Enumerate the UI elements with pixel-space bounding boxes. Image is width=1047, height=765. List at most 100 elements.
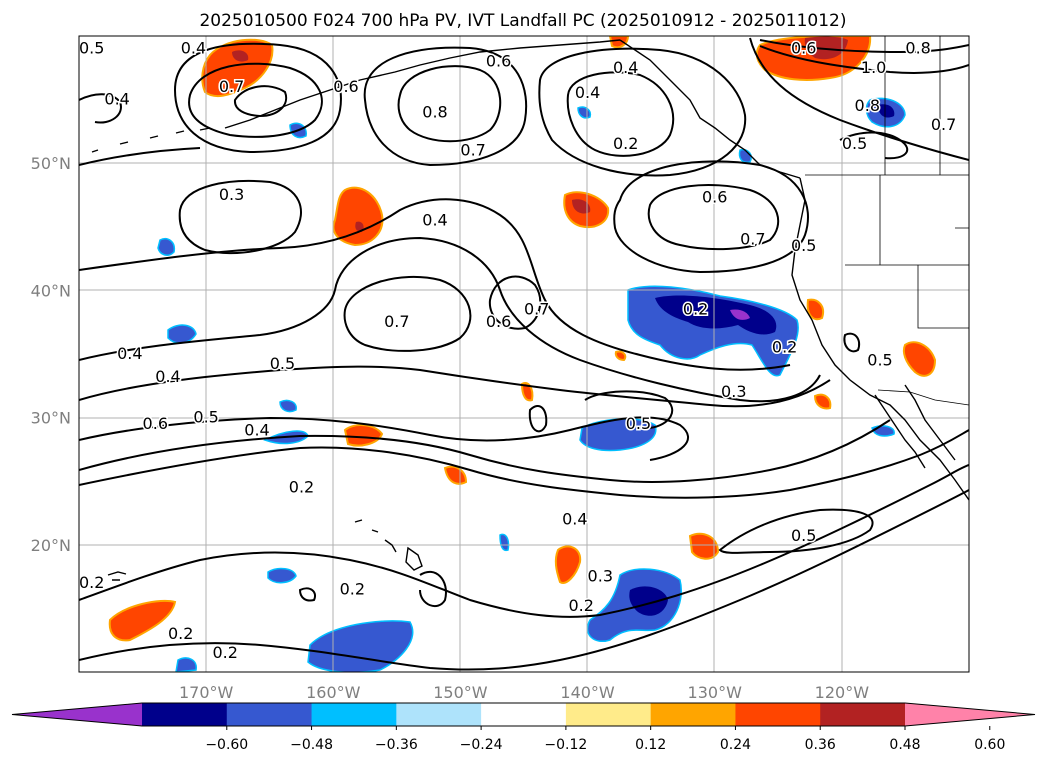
contour-label: 0.4	[244, 420, 269, 439]
contour-label: 0.2	[568, 596, 593, 615]
coastline-gulf-of-california	[904, 384, 956, 461]
contour-label: 0.6	[333, 77, 358, 96]
colorbar-tick-label: −0.36	[375, 737, 418, 753]
lat-tick-label: 20°N	[31, 536, 71, 555]
contour-label: 0.6	[486, 312, 511, 331]
pv-contour-wave	[839, 131, 909, 160]
contour-label: 0.2	[168, 624, 193, 643]
pv-contour-wave	[528, 405, 548, 433]
contour-label: 0.5	[791, 526, 816, 545]
contour-label: 0.6	[791, 39, 816, 58]
contour-label: 0.7	[931, 115, 956, 134]
colorbar-segment	[396, 703, 482, 726]
colorbar-tick-label: 0.24	[720, 737, 751, 753]
colorbar-segment	[735, 703, 821, 726]
map-frame	[78, 35, 970, 673]
contour-label: 0.5	[193, 408, 218, 427]
pv-anomaly-patch-darkred	[804, 36, 848, 60]
pv-contour-wave	[584, 390, 674, 429]
pv-anomaly-patch-red	[332, 186, 384, 247]
lon-tick-label: 170°W	[179, 683, 234, 702]
pv-anomaly-patch-red	[554, 545, 582, 584]
colorbar-segment	[481, 703, 567, 726]
hawaiian-islands	[354, 519, 423, 571]
lat-tick-label: 30°N	[31, 409, 71, 428]
contour-label: 0.8	[855, 96, 880, 115]
contour-label: 0.2	[613, 134, 638, 153]
contour-label: 0.4	[613, 58, 638, 77]
coastlines	[224, 39, 969, 501]
pv-contour-ring-subtropical	[178, 179, 302, 255]
colorbar-tick-label: −0.48	[290, 737, 333, 753]
contour-label: 0.5	[270, 354, 295, 373]
pv-contour-ring-alaska	[173, 42, 342, 154]
contour-label: 0.2	[772, 338, 797, 357]
lon-tick-label: 150°W	[433, 683, 488, 702]
colorbar-tick-label: −0.12	[544, 737, 587, 753]
contour-label: 0.7	[384, 312, 409, 331]
colorbar-outline	[11, 702, 1036, 727]
contour-label: 0.8	[905, 39, 930, 58]
contour-label: 0.5	[79, 39, 104, 58]
contour-label: 0.4	[117, 344, 142, 363]
colorbar-segment	[565, 703, 652, 726]
colorbar-extend-low	[12, 703, 142, 726]
pv-anomaly-patch-darkred	[572, 199, 591, 214]
pv-anomaly-patch-navy	[878, 104, 895, 118]
pv-anomaly-patch-purple	[730, 309, 750, 320]
colorbar: −0.60 −0.48 −0.36 −0.24 −0.12 0.12 0.24 0.36 0.4…	[11, 702, 1036, 753]
pv-contour-ring-offshore	[613, 160, 809, 274]
pv-contour-wave	[79, 419, 891, 483]
colorbar-segment	[311, 703, 397, 726]
contour-label: 0.7	[740, 230, 765, 249]
pv-contour-wave	[718, 508, 874, 554]
lon-tick-label: 160°W	[306, 683, 361, 702]
pv-contour-ring-gulf-alaska	[566, 71, 675, 157]
pv-anomaly-patch-navy	[655, 295, 777, 335]
political-borders	[805, 36, 969, 406]
pv-contour-wave	[79, 236, 821, 403]
pv-contour-wave	[419, 570, 447, 608]
contour-label: 0.2	[79, 573, 104, 592]
border-us-states	[845, 175, 969, 329]
pv-contour-wave	[759, 39, 969, 54]
pv-anomaly-patch-red	[813, 393, 832, 410]
lon-tick-label: 120°W	[815, 683, 870, 702]
contour-label: 0.4	[422, 210, 447, 229]
pv-anomaly-patch-red	[343, 424, 384, 447]
contour-label: 0.3	[588, 567, 613, 586]
pv-contour-wave	[749, 37, 969, 161]
contour-label: 0.7	[524, 299, 549, 318]
pv-contour-wave	[298, 587, 316, 602]
map-area: 0.5 0.4 0.7 0.4 0.6 0.8 0.6 0.7 0.4 0.4 0.2 0.6 0.8 1…	[79, 36, 969, 672]
lon-tick-label: 140°W	[560, 683, 615, 702]
map-background	[79, 36, 969, 672]
pv-anomaly-patch-blue	[279, 399, 297, 413]
figure-title: 2025010500 F024 700 hPa PV, IVT Landfall…	[199, 11, 846, 31]
pv-contour-wave	[79, 198, 791, 371]
pv-anomaly-patch-red	[614, 350, 627, 362]
islands	[91, 127, 423, 581]
contour-label: 0.4	[104, 90, 129, 109]
pv-contour-wave	[843, 332, 861, 353]
pv-anomaly-patch-blue	[167, 324, 197, 344]
contour-label: 0.2	[683, 299, 708, 318]
border-us-mexico	[877, 389, 969, 406]
pv-contour-ring-midlat	[343, 275, 472, 352]
contour-label: 0.4	[155, 367, 180, 386]
pv-anomaly-patch-darkred	[355, 221, 364, 232]
pv-contour-wave	[79, 147, 201, 166]
contour-label: 0.3	[721, 382, 746, 401]
colorbar-tick-label: −0.60	[205, 737, 248, 753]
pv-anomaly-patch-blue	[175, 657, 197, 672]
contour-label: 0.5	[867, 350, 892, 369]
pv-negative-shading	[157, 97, 906, 672]
pv-contour-wave	[79, 416, 689, 461]
pv-contour-ring-midlat	[488, 275, 542, 330]
contour-label: 0.5	[626, 414, 651, 433]
pv-contour-wave	[79, 365, 831, 408]
pacific-islet	[107, 571, 127, 581]
colorbar-tick-label: −0.24	[460, 737, 503, 753]
contour-label: 0.7	[460, 140, 485, 159]
